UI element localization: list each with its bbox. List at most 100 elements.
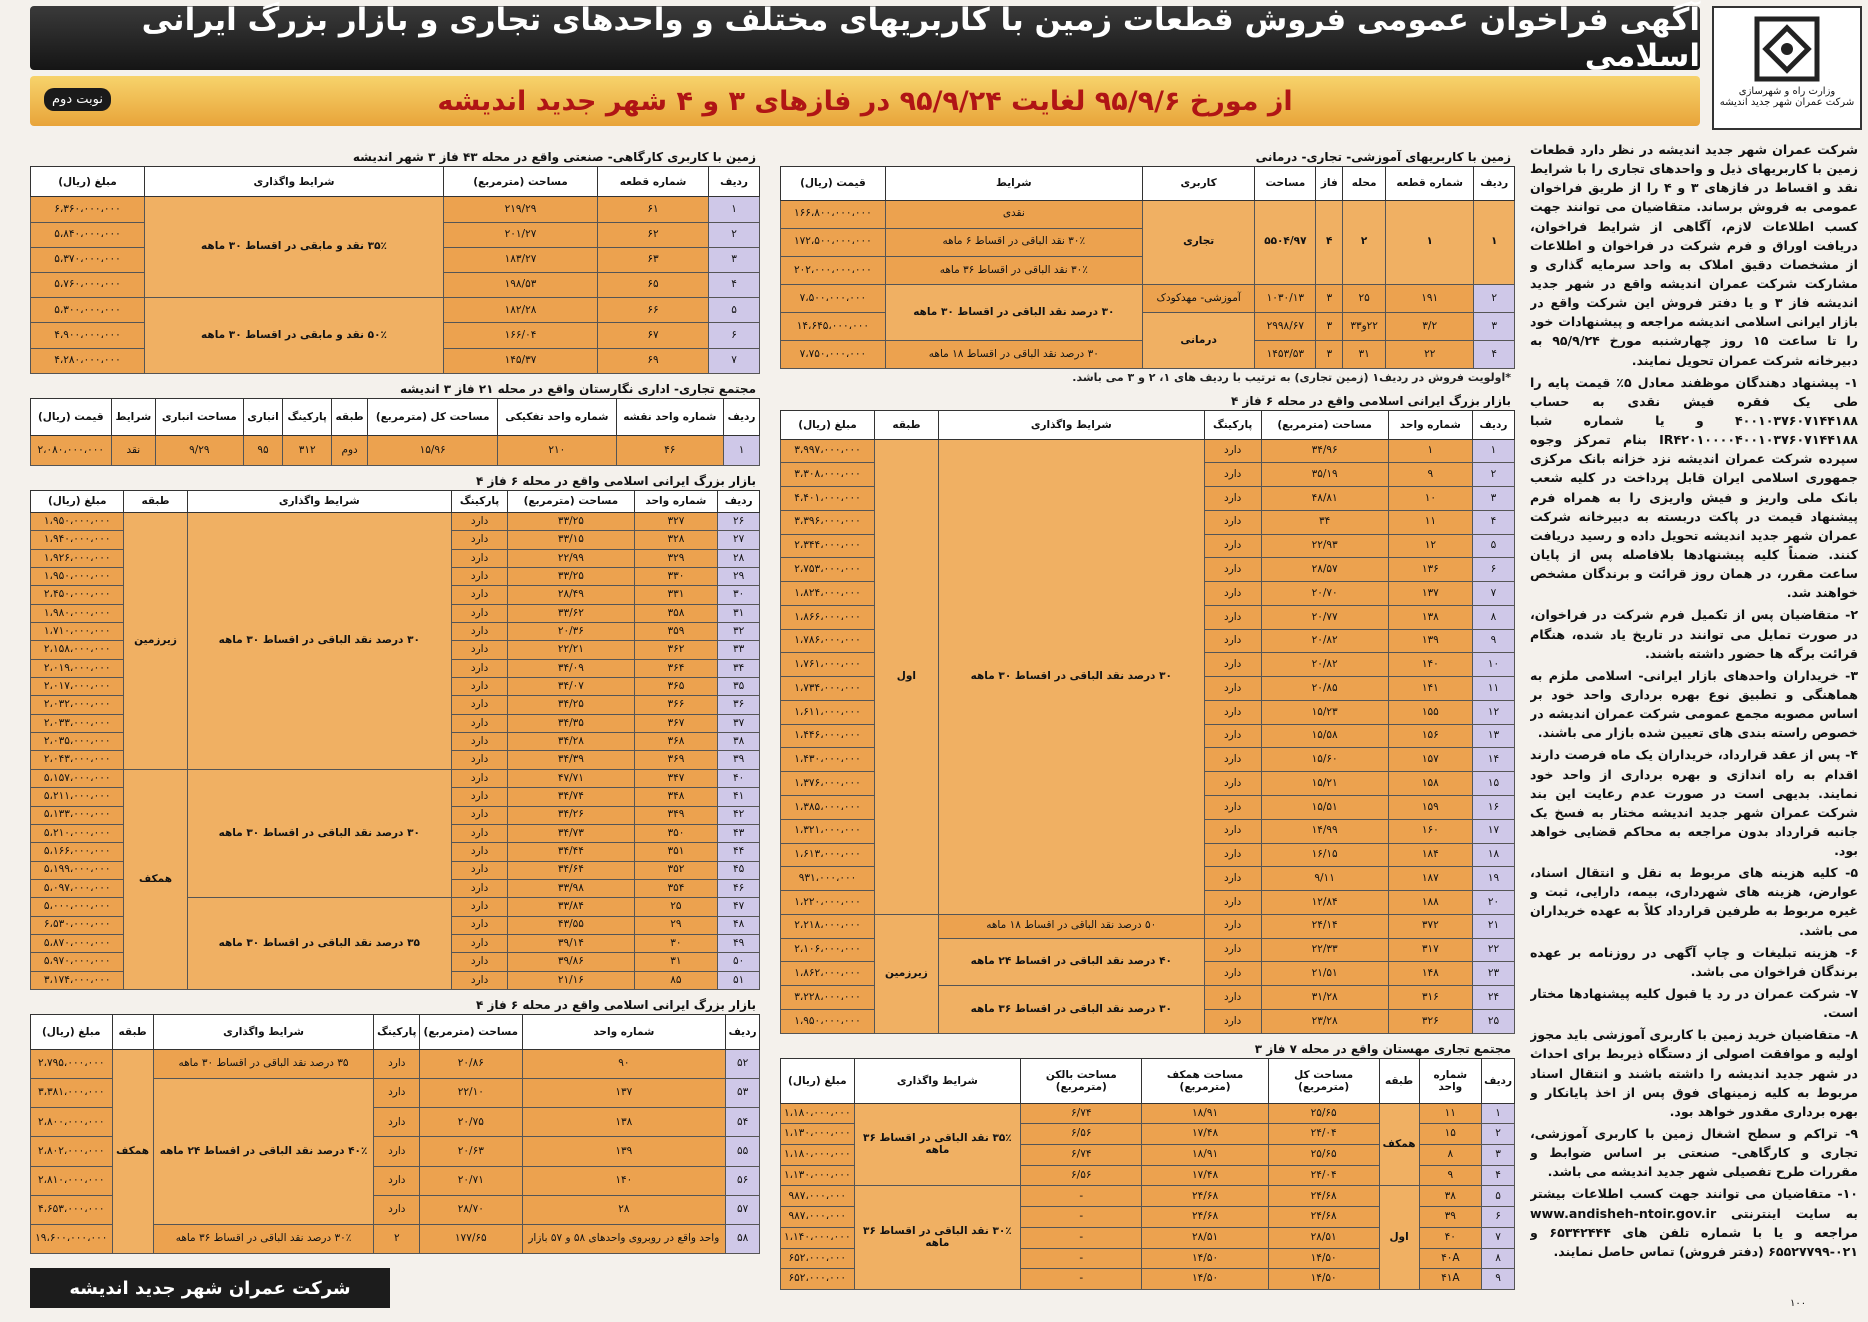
- cell: ۲۰/۷۷: [1260, 604, 1389, 630]
- cell: دارد: [450, 970, 509, 991]
- cell: ۵،۸۴۰،۰۰۰،۰۰۰: [29, 221, 146, 248]
- row: ۵۷ ۲۸ ۲۸/۷۰ دارد ۴،۶۵۳،۰۰۰،۰۰۰: [30, 1194, 760, 1225]
- cell: ۲۰/۷۵: [419, 1107, 523, 1138]
- cell: دارد: [450, 750, 509, 770]
- cell: واحد واقع در روبروی واحدهای ۵۸ و ۵۷ بازا…: [521, 1223, 727, 1255]
- logo: وزارت راه و شهرسازی شرکت عمران شهر جدید …: [1712, 6, 1862, 130]
- cell: ۱،۶۱۳،۰۰۰،۰۰۰: [779, 842, 876, 868]
- column-header: پارکینگ: [450, 489, 509, 514]
- table: ردیف شماره قطعه محله فاز مساحت کاربری شرایط قیم…: [780, 166, 1515, 370]
- cell: ۴۰٪ درصد نقد الباقی در اقساط ۲۴ ماهه: [152, 1078, 375, 1225]
- cell: ۲۴/۰۴: [1267, 1123, 1380, 1146]
- footer-company: شرکت عمران شهر جدید اندیشه: [69, 1277, 351, 1299]
- paragraph: ۱۰- متقاضیان می توانند جهت کسب اطلاعات ب…: [1530, 1186, 1858, 1259]
- cell: ۹: [1387, 462, 1473, 488]
- cell: ۳۳/۲۵: [507, 567, 635, 587]
- cell: ۹/۲۹: [155, 434, 244, 467]
- row: ۷ ۶۹ ۱۴۵/۳۷ ۴،۲۸۰،۰۰۰،۰۰۰: [29, 347, 760, 375]
- cell: ۱،۴۴۶،۰۰۰،۰۰۰: [779, 723, 876, 749]
- cell: ۱۹۱: [1385, 283, 1475, 313]
- cell: ۱۴/۵۰: [1141, 1247, 1269, 1270]
- cell: ۱۵۸: [1387, 771, 1473, 797]
- cell: ۴: [1471, 509, 1516, 535]
- cell: ۵،۹۷۰،۰۰۰،۰۰۰: [29, 952, 125, 972]
- column-header: مساحت (مترمربع): [442, 165, 599, 198]
- cell: ۳۸: [1418, 1185, 1483, 1208]
- cell: ۴۰: [1418, 1226, 1483, 1249]
- cell: ۱: [708, 196, 760, 223]
- cell: ۳۰٪ نقد الباقی در اقساط ۳۶ ماهه: [853, 1185, 1022, 1290]
- column-header: شماره واحد: [1387, 410, 1473, 440]
- table-block: زمین با کاربری کارگاهی- صنعتی واقع در مح…: [29, 148, 760, 375]
- cell: دارد: [373, 1194, 421, 1225]
- paragraph: ۶- هزینه تبلیغات و چاپ آگهی در روزنامه ب…: [1530, 944, 1858, 979]
- cell: ۳۷۲: [1387, 913, 1473, 939]
- cell: ۹: [1481, 1268, 1515, 1290]
- column-header: مساحت (مترمربع): [507, 489, 635, 514]
- row: ۲۵ ۳۲۶ ۲۳/۲۸ دارد ۱،۹۵۰،۰۰۰،۰۰۰: [779, 1008, 1516, 1035]
- row: ۱ ۱۱ همکف ۲۵/۶۵ ۱۸/۹۱ ۶/۷۴ ۳۵٪ نقد الباقی در ا…: [780, 1102, 1515, 1187]
- cell: زیرزمین: [123, 512, 188, 770]
- column-header: ردیف: [708, 165, 760, 198]
- column-header: شرایط واگذاری: [853, 1058, 1022, 1104]
- cell: ۱،۸۶۶،۰۰۰،۰۰۰: [779, 604, 876, 630]
- cell: ۲۹۹۸/۶۷: [1254, 311, 1317, 341]
- cell: ۱،۱۸۰،۰۰۰،۰۰۰: [780, 1102, 855, 1125]
- cell: ۳: [1315, 283, 1344, 313]
- cell: ۲: [373, 1223, 421, 1255]
- row: ۱۸ ۱۸۴ ۱۶/۱۵ دارد ۱،۶۱۳،۰۰۰،۰۰۰: [779, 842, 1516, 868]
- column-header: شماره واحد: [1418, 1058, 1483, 1104]
- cell: ۳۴/۹۶: [1260, 438, 1389, 464]
- column-header: شرایط واگذاری: [144, 165, 444, 198]
- cell: ۳۴/۲۸: [507, 732, 635, 752]
- cell: ۳۰: [717, 585, 760, 605]
- cell: ۲۲: [1385, 339, 1475, 370]
- cell: ۶/۷۴: [1020, 1144, 1143, 1166]
- row: ۴۶ ۳۵۴ ۳۳/۹۸ دارد ۵،۰۹۷،۰۰۰،۰۰۰: [29, 878, 760, 899]
- cell: ۱۵: [1418, 1123, 1483, 1146]
- cell: ۲۸: [717, 548, 760, 569]
- cell: ۳/۲: [1385, 311, 1475, 341]
- cell: ۱۰۳۰/۱۳: [1254, 283, 1317, 313]
- cell: ۷،۷۵۰،۰۰۰،۰۰۰: [780, 339, 886, 370]
- cell: ۴۳/۵۵: [507, 915, 635, 935]
- cell: ۱۶۰: [1387, 818, 1473, 844]
- cell: ۴۱: [717, 787, 760, 807]
- cell: دارد: [450, 805, 509, 825]
- row: ۵۰ ۳۱ ۳۹/۸۶ دارد ۵،۹۷۰،۰۰۰،۰۰۰: [29, 952, 760, 972]
- cell: ۷: [708, 347, 760, 375]
- cell: همکف: [111, 1048, 154, 1255]
- cell: ۲،۱۵۸،۰۰۰،۰۰۰: [29, 640, 125, 660]
- cell: ۳: [1481, 1144, 1515, 1166]
- cell: ۲۰/۸۵: [1260, 676, 1389, 701]
- cell: ۲۷: [717, 530, 760, 550]
- cell: ۲۲/۲۱: [507, 640, 635, 660]
- cell: ۳۹/۸۶: [507, 952, 635, 972]
- header-row: ردیف شماره قطعه محله فاز مساحت کاربری شرایط قیم…: [780, 166, 1515, 201]
- cell: دارد: [450, 842, 509, 862]
- row: ۳ ۸ ۲۵/۶۵ ۱۸/۹۱ ۶/۷۴ ۱،۱۸۰،۰۰۰،۰۰۰: [780, 1144, 1515, 1166]
- column-header: انباری: [242, 398, 284, 436]
- cell: ۳۶۵: [633, 677, 719, 697]
- column-header: ردیف: [723, 398, 760, 436]
- cell: ۳۱/۲۸: [1260, 985, 1389, 1010]
- cell: دارد: [1203, 509, 1262, 535]
- cell: ۴۸: [717, 915, 760, 935]
- cell: ۲۸/۵۱: [1141, 1226, 1269, 1249]
- row: ۵۳ ۱۳۷ ۲۲/۱۰ دارد ۴۰٪ درصد نقد الباقی در اقس…: [30, 1078, 760, 1225]
- cell: ۵،۱۵۷،۰۰۰،۰۰۰: [29, 768, 125, 789]
- cell: دارد: [450, 640, 509, 660]
- row: ۵ ۱۲ ۲۲/۹۳ دارد ۲،۳۴۴،۰۰۰،۰۰۰: [779, 533, 1516, 559]
- cell: ۳۳/۹۸: [507, 878, 635, 899]
- cell: ۴۷/۷۱: [507, 768, 635, 789]
- row: ۹ ۱۳۹ ۲۰/۸۲ دارد ۱،۷۸۶،۰۰۰،۰۰۰: [779, 628, 1516, 654]
- column-header: شرایط: [110, 398, 157, 436]
- cell: ۵۴: [725, 1107, 760, 1138]
- row: ۵ ۳۸ اول ۲۴/۶۸ ۲۴/۶۸-۳۰٪ نقد الباقی در اقساط…: [780, 1185, 1515, 1290]
- cell: ۳۴/۰۷: [507, 677, 635, 697]
- row: ۴۰ ۳۴۷ ۴۷/۷۱ دارد ۳۰ درصد نقد الباقی در اقسا…: [29, 768, 760, 991]
- cell: ۳۶۴: [633, 658, 719, 679]
- cell: دارد: [450, 695, 509, 715]
- column-header: طبقه: [123, 489, 188, 514]
- cell: دارد: [450, 823, 509, 844]
